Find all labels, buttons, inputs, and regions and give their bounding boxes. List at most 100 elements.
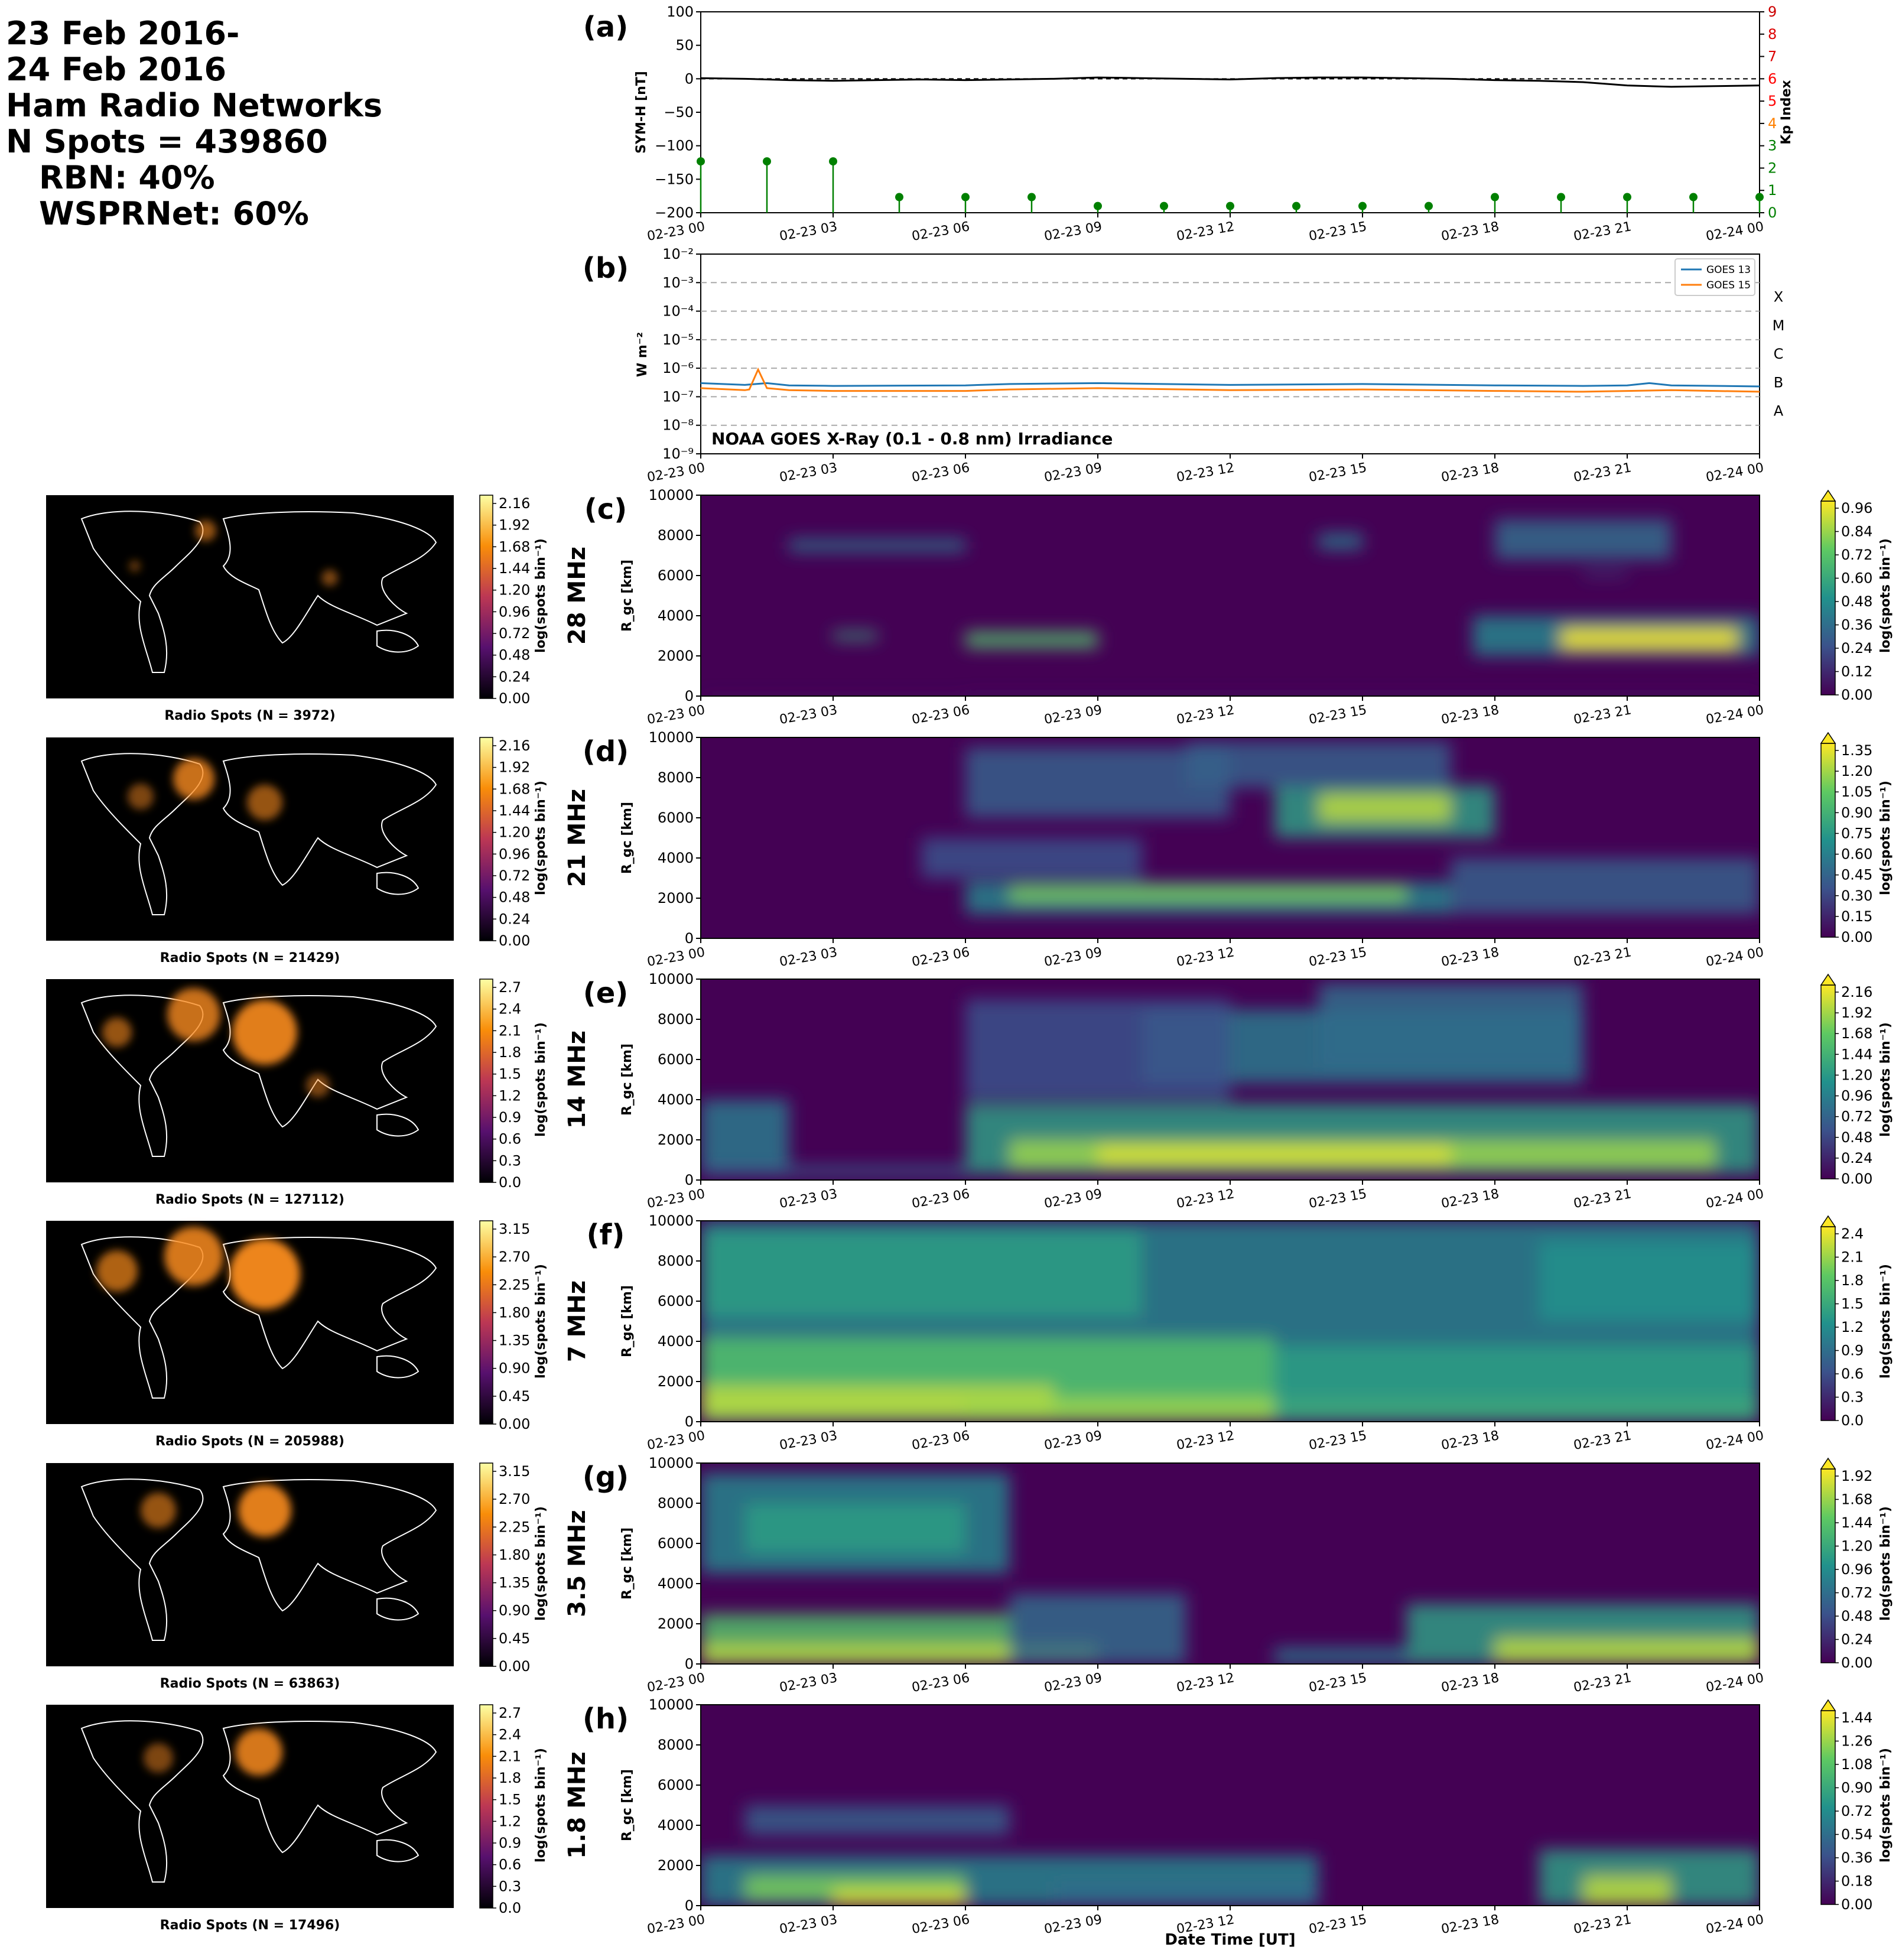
colorbar-tick-label: 1.2 <box>1841 1319 1864 1335</box>
x-tick-label: 02-24 00 <box>1705 460 1765 485</box>
colorbar-tick-label: 0.60 <box>1841 846 1872 863</box>
heatmap-image <box>701 1705 1760 1906</box>
colorbar-tick-label: 0.00 <box>1841 1655 1872 1671</box>
colorbar-tick-label: 0.60 <box>1841 570 1872 587</box>
kp-marker <box>1689 193 1698 201</box>
map-colorbar-tick-label: 0.48 <box>499 889 530 906</box>
figure-header: 23 Feb 2016- 24 Feb 2016 Ham Radio Netwo… <box>6 15 382 232</box>
y-axis-label: R_gc [km] <box>620 1044 635 1116</box>
x-tick-label: 02-23 12 <box>1175 945 1235 970</box>
map-colorbar-tick-label: 1.8 <box>499 1044 521 1061</box>
kp-marker <box>1755 193 1764 201</box>
x-tick-label: 02-23 06 <box>911 1428 971 1453</box>
density-region <box>965 999 1230 1100</box>
x-tick-label: 02-23 15 <box>1308 1670 1368 1695</box>
map-colorbar-tick-label: 0.45 <box>499 1388 530 1405</box>
x-tick-label: 02-23 03 <box>778 1670 838 1695</box>
map-colorbar-tick-label: 1.44 <box>499 802 530 819</box>
spot-cluster <box>232 1000 297 1065</box>
band-label: 21 MHz <box>564 789 591 887</box>
goes-series-line <box>700 367 1760 393</box>
x-tick-label: 02-23 18 <box>1440 1187 1500 1211</box>
colorbar-tick-label: 1.05 <box>1841 784 1872 800</box>
density-region <box>744 1503 965 1553</box>
map-colorbar-tick-label: 2.4 <box>499 1727 521 1743</box>
map-colorbar-tick-label: 0.3 <box>499 1152 521 1169</box>
kp-marker <box>895 193 903 201</box>
y-tick-label: 0 <box>685 1172 694 1188</box>
colorbar-tick-label: 1.26 <box>1841 1733 1872 1750</box>
density-region <box>1318 794 1451 822</box>
x-tick-label: 02-23 09 <box>1043 1912 1103 1937</box>
kp-marker <box>1160 201 1168 210</box>
y-tick-label: 0 <box>685 70 694 87</box>
kp-tick-label: 3 <box>1768 138 1777 154</box>
y-tick-label: −150 <box>655 171 694 187</box>
x-tick-label: 02-23 00 <box>646 945 706 970</box>
colorbar-tick-label: 0.00 <box>1841 1896 1872 1913</box>
map-colorbar-tick-label: 1.80 <box>499 1546 530 1563</box>
map-colorbar-tick-label: 1.35 <box>499 1575 530 1591</box>
symh-series-line <box>700 76 1760 88</box>
x-tick-label: 02-24 00 <box>1705 219 1765 244</box>
header-n-spots: N Spots = 439860 <box>6 123 328 160</box>
map-colorbar-label: log(spots bin⁻¹) <box>534 538 548 653</box>
map-colorbar-tick-label: 0.9 <box>499 1835 521 1851</box>
legend-label: GOES 13 <box>1706 264 1751 276</box>
colorbar-tick-label: 0.96 <box>1841 1561 1872 1578</box>
map-colorbar-tick-label: 1.92 <box>499 517 530 534</box>
kp-tick-label: 0 <box>1768 204 1777 221</box>
map-colorbar-tick-label: 1.68 <box>499 781 530 797</box>
colorbar-tick-label: 2.1 <box>1841 1249 1864 1266</box>
x-tick-label: 02-23 03 <box>778 1187 838 1211</box>
colorbar-tick-label: 0.72 <box>1841 1803 1872 1819</box>
legend-label: GOES 15 <box>1706 279 1751 291</box>
x-tick-label: 02-23 09 <box>1043 219 1103 244</box>
panel-label: (d) <box>583 735 629 768</box>
x-tick-label: 02-23 09 <box>1043 703 1103 727</box>
density-region <box>701 1166 965 1176</box>
colorbar-tick-label: 0.45 <box>1841 867 1872 883</box>
x-tick-label: 02-23 00 <box>646 460 706 485</box>
heatmap-panel <box>701 1705 1760 1906</box>
kp-marker <box>1292 201 1300 210</box>
x-tick-label: 02-23 12 <box>1175 1187 1235 1211</box>
colorbar-tick-label: 2.4 <box>1841 1226 1864 1242</box>
density-region <box>1583 1876 1672 1906</box>
x-tick-label: 02-23 21 <box>1572 1670 1633 1695</box>
colorbar <box>1820 743 1836 938</box>
map-colorbar-tick-label: 1.68 <box>499 538 530 555</box>
x-tick-label: 02-23 15 <box>1308 1912 1368 1937</box>
heatmap-panel <box>701 495 1760 696</box>
kp-marker <box>961 193 970 201</box>
map-colorbar-tick-label: 3.15 <box>499 1221 530 1237</box>
colorbar-tick-label: 1.44 <box>1841 1046 1872 1062</box>
map-colorbar <box>479 495 493 699</box>
map-caption: Radio Spots (N = 3972) <box>164 708 335 723</box>
x-axis-label: Date Time [UT] <box>1165 1931 1295 1949</box>
colorbar-tick-label: 0.75 <box>1841 825 1872 841</box>
map-colorbar-tick-label: 2.25 <box>499 1519 530 1535</box>
colorbar-label: log(spots bin⁻¹) <box>1878 781 1893 895</box>
x-tick-label: 02-23 00 <box>646 219 706 244</box>
map-colorbar-tick-label: 0.9 <box>499 1109 521 1126</box>
x-tick-label: 02-23 03 <box>778 219 838 244</box>
colorbar <box>1820 1226 1836 1421</box>
coastline <box>80 1478 437 1641</box>
colorbar-tick-label: 0.15 <box>1841 908 1872 925</box>
header-date-start: 23 Feb 2016- <box>6 15 240 52</box>
x-tick-label: 02-23 00 <box>646 1428 706 1453</box>
map-colorbar-tick-label: 2.25 <box>499 1276 530 1293</box>
colorbar-tick-label: 0.24 <box>1841 1631 1872 1648</box>
map-colorbar-tick-label: 0.6 <box>499 1131 521 1148</box>
colorbar-tick-label: 1.20 <box>1841 1538 1872 1555</box>
colorbar-tick-label: 0.24 <box>1841 640 1872 656</box>
x-tick-label: 02-23 21 <box>1572 460 1633 485</box>
y-tick-label: 6000 <box>658 567 694 584</box>
density-region <box>1009 1594 1186 1664</box>
panel-label: (e) <box>583 977 628 1010</box>
density-region <box>1186 741 1451 788</box>
colorbar-tick-label: 1.20 <box>1841 763 1872 779</box>
x-tick-label: 02-23 03 <box>778 1912 838 1937</box>
